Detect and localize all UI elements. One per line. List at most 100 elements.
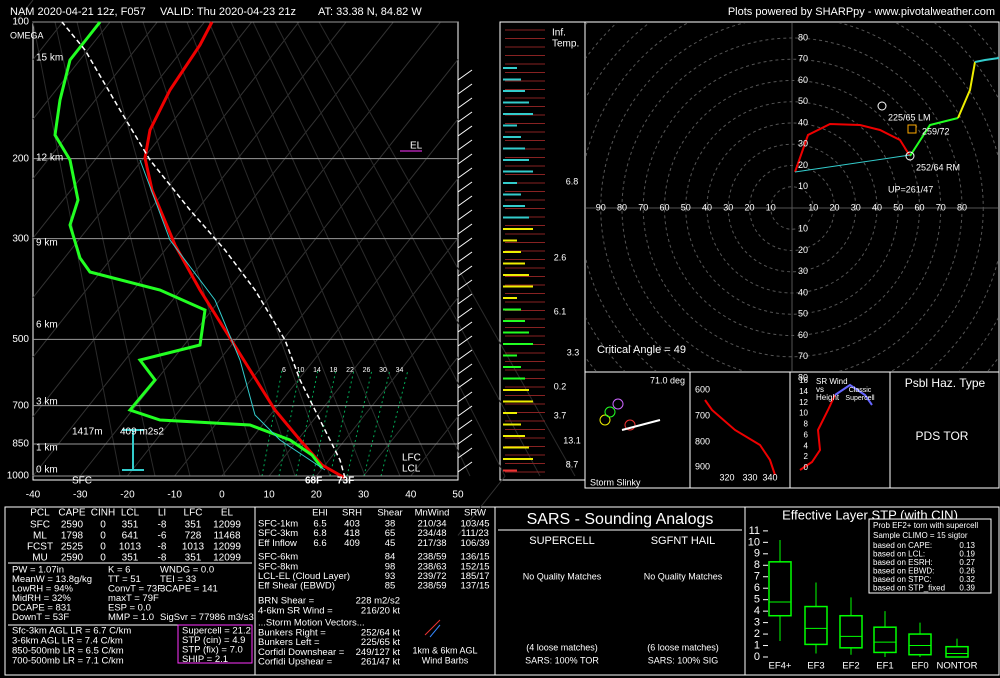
srwind-title: SR Wind xyxy=(816,377,848,386)
hodo-ring-label: 50 xyxy=(798,96,808,106)
hodo-upper xyxy=(957,61,976,119)
wind-barb xyxy=(457,69,473,81)
wind-barb xyxy=(457,307,473,319)
hodo-ring-label: 70 xyxy=(936,202,946,212)
height-label: 1 km xyxy=(36,443,58,454)
hodo-ring-label: 10 xyxy=(798,224,808,234)
isotherm xyxy=(32,22,111,120)
sars-result: No Quality Matches xyxy=(644,571,723,581)
kinematic-cell: 65 xyxy=(385,528,396,539)
box xyxy=(945,645,969,658)
isotherm xyxy=(32,22,63,60)
hodo-ring-label: 90 xyxy=(596,202,606,212)
lapse-rate: 850-500mb LR = 6.5 C/km xyxy=(12,646,124,657)
pressure-label: 850 xyxy=(12,439,29,450)
srwind-classic: Classic xyxy=(849,387,872,394)
motion-value: 261/47 kt xyxy=(361,657,400,668)
dry-adiabat xyxy=(98,21,226,477)
y-tick-label: 1 xyxy=(754,639,760,651)
thermo-cell: 1013 xyxy=(182,542,205,553)
hodo-ring-label: 70 xyxy=(798,54,808,64)
kinematic-cell: 84 xyxy=(385,552,396,563)
dry-adiabat xyxy=(120,21,261,477)
thermo-header: PCL xyxy=(30,508,50,519)
height-label: 9 km xyxy=(36,238,58,249)
mixing-ratio-line xyxy=(295,369,319,477)
index-cell: K = 6 xyxy=(108,565,130,576)
thetae-pressure: 600 xyxy=(695,384,710,394)
index-cell: DCAPE = 831 xyxy=(12,603,71,614)
sfc-temperature: 73F xyxy=(337,476,354,487)
height-label: 15 km xyxy=(36,53,63,64)
sfc-dewpoint: 68F xyxy=(305,476,322,487)
kinematic-value: 228 m2/s2 xyxy=(356,596,400,607)
thermo-cell: ML xyxy=(33,531,47,542)
thermo-header: CAPE xyxy=(58,508,86,519)
mixing-ratio-label: 10 xyxy=(297,367,305,374)
box xyxy=(908,633,932,656)
index-cell: WNDG = 0.0 xyxy=(160,565,214,576)
legend-value: 0.26 xyxy=(959,567,975,576)
index-cell: SigSvr = 77986 m3/s3 xyxy=(160,612,254,623)
hodo-ring-label: 60 xyxy=(798,75,808,85)
inflow-vector xyxy=(794,154,911,173)
kinematic-cell: 98 xyxy=(385,561,396,572)
kinematic-cell: 403 xyxy=(344,519,360,530)
parcel-trace xyxy=(61,21,346,479)
wind-barb xyxy=(457,223,473,235)
wind-barb xyxy=(457,237,473,249)
motion-label: Bunkers Left = xyxy=(258,637,320,648)
kinematic-cell: 409 xyxy=(344,538,360,549)
thermo-cell: 2590 xyxy=(61,553,84,564)
wind-barb xyxy=(457,363,473,375)
el-label: EL xyxy=(410,141,423,152)
srwind-height: 8 xyxy=(804,420,809,429)
mixing-ratio-line xyxy=(278,369,301,477)
thermo-header: CINH xyxy=(91,508,115,519)
hodo-ring-label: 10 xyxy=(808,202,818,212)
barb-caption: 1km & 6km AGL xyxy=(412,645,477,655)
stp-frame xyxy=(744,506,1000,676)
dry-adiabat xyxy=(252,21,471,477)
inflow-helicity: 409 m2s2 xyxy=(120,427,164,438)
srwind-height: 10 xyxy=(799,409,808,418)
pressure-label: 1000 xyxy=(7,471,30,482)
mixing-ratio-label: 18 xyxy=(330,367,338,374)
thermo-header: LFC xyxy=(184,508,203,519)
pressure-label: 300 xyxy=(12,233,29,244)
srwind-title: Height xyxy=(816,393,840,402)
sars-column: SUPERCELL xyxy=(529,535,594,547)
y-tick-label: 11 xyxy=(749,525,760,537)
temperature-label: -30 xyxy=(73,490,88,501)
isotherm xyxy=(363,356,459,477)
box xyxy=(839,614,863,649)
isotherm xyxy=(14,0,34,23)
wind-barb xyxy=(457,111,473,123)
hodo-mid xyxy=(909,117,959,157)
storm-motion-title: ...Storm Motion Vectors... xyxy=(258,618,365,629)
hazard-value: PDS TOR xyxy=(916,429,969,443)
temperature-label: 30 xyxy=(358,490,370,501)
index-cell: DownT = 53F xyxy=(12,612,69,623)
srwind-classic: Supercell xyxy=(845,395,875,402)
kinematic-cell: 111/23 xyxy=(461,528,489,539)
isotherm xyxy=(32,22,252,298)
dry-adiabat xyxy=(76,21,191,477)
wind-barb xyxy=(457,167,473,179)
wind-barb xyxy=(457,139,473,151)
thermo-cell: 728 xyxy=(185,531,202,542)
thermo-header: LI xyxy=(158,508,166,519)
inflow-depth: 1417m xyxy=(72,427,103,438)
isotherm xyxy=(315,297,459,477)
kinematic-cell: 106/39 xyxy=(460,538,489,549)
hodo-ring-label: 40 xyxy=(702,202,712,212)
motion-value: 225/65 kt xyxy=(361,637,400,648)
inftemp-value: 8.7 xyxy=(566,459,579,469)
slinky-ring xyxy=(599,414,611,426)
wind-barb xyxy=(457,447,473,459)
panel-borders xyxy=(4,21,1000,676)
inftemp-title: Inf. xyxy=(552,28,566,39)
kinematic-cell: 38 xyxy=(385,519,396,530)
kinematic-cell: 6.5 xyxy=(313,519,326,530)
hodo-ring-label: 30 xyxy=(723,202,733,212)
